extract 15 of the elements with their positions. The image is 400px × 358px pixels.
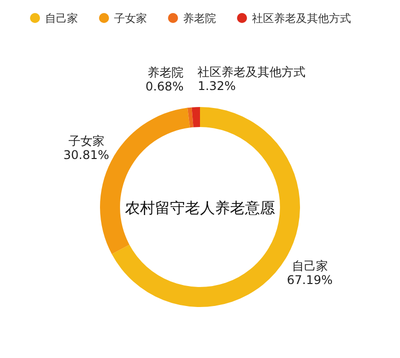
legend-label: 自己家: [45, 12, 78, 25]
data-label: 1.32%: [198, 79, 236, 94]
donut-slice: [187, 107, 194, 128]
slice-label: 自己家: [292, 258, 328, 273]
text: 农村留守老人养老意愿: [125, 199, 275, 217]
donut-slice: [192, 107, 200, 128]
legend-label: 社区养老及其他方式: [252, 12, 351, 25]
legend-label: 养老院: [183, 12, 216, 25]
legend-label: 子女家: [114, 12, 147, 25]
data-label: 30.81%: [63, 148, 110, 162]
slice-label: 社区养老及其他方式: [198, 65, 306, 80]
data-label: 0.68%: [146, 80, 184, 94]
slice-label: 养老院: [148, 66, 184, 80]
data-label: 67.19%: [286, 272, 333, 287]
slice-label: 子女家: [68, 134, 104, 148]
